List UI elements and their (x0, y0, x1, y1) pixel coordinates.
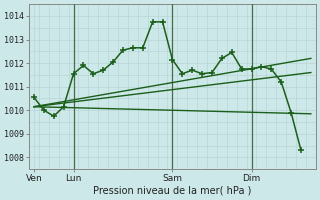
X-axis label: Pression niveau de la mer( hPa ): Pression niveau de la mer( hPa ) (93, 186, 252, 196)
